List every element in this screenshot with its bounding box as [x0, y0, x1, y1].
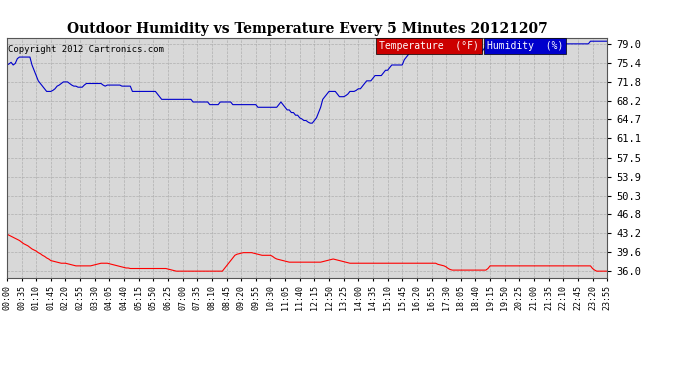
Text: Temperature  (°F): Temperature (°F)	[379, 41, 479, 51]
Title: Outdoor Humidity vs Temperature Every 5 Minutes 20121207: Outdoor Humidity vs Temperature Every 5 …	[67, 22, 547, 36]
Text: Humidity  (%): Humidity (%)	[487, 41, 564, 51]
Text: Copyright 2012 Cartronics.com: Copyright 2012 Cartronics.com	[8, 45, 164, 54]
